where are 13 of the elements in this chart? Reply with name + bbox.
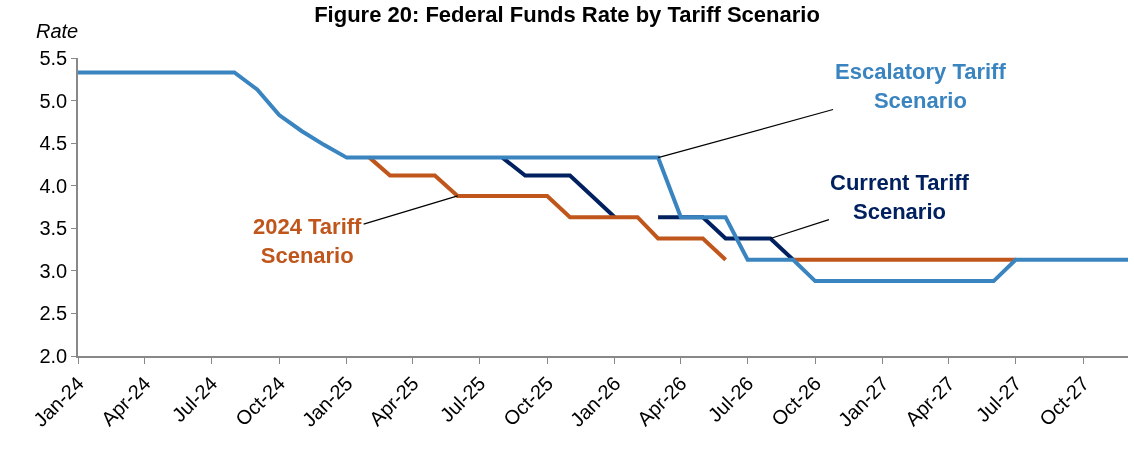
annotation: Escalatory Tariff Scenario [835, 59, 1007, 113]
y-tick-label: 4.5 [39, 132, 68, 155]
y-tick-label: 2.5 [39, 302, 68, 325]
annotation: 2024 Tariff Scenario [253, 214, 363, 268]
y-tick-label: 4.0 [39, 174, 68, 197]
y-tick-label: 3.0 [39, 259, 68, 282]
y-tick-label: 2.0 [39, 345, 68, 367]
y-tick-label: 5.0 [39, 89, 68, 112]
y-tick-label: 3.5 [39, 217, 68, 240]
chart-title: Figure 20: Federal Funds Rate by Tariff Scenario [314, 2, 820, 28]
y-tick-label: 5.5 [39, 47, 68, 69]
annotation: Current Tariff Scenario [830, 170, 970, 224]
y-axis-title: Rate [36, 20, 79, 42]
